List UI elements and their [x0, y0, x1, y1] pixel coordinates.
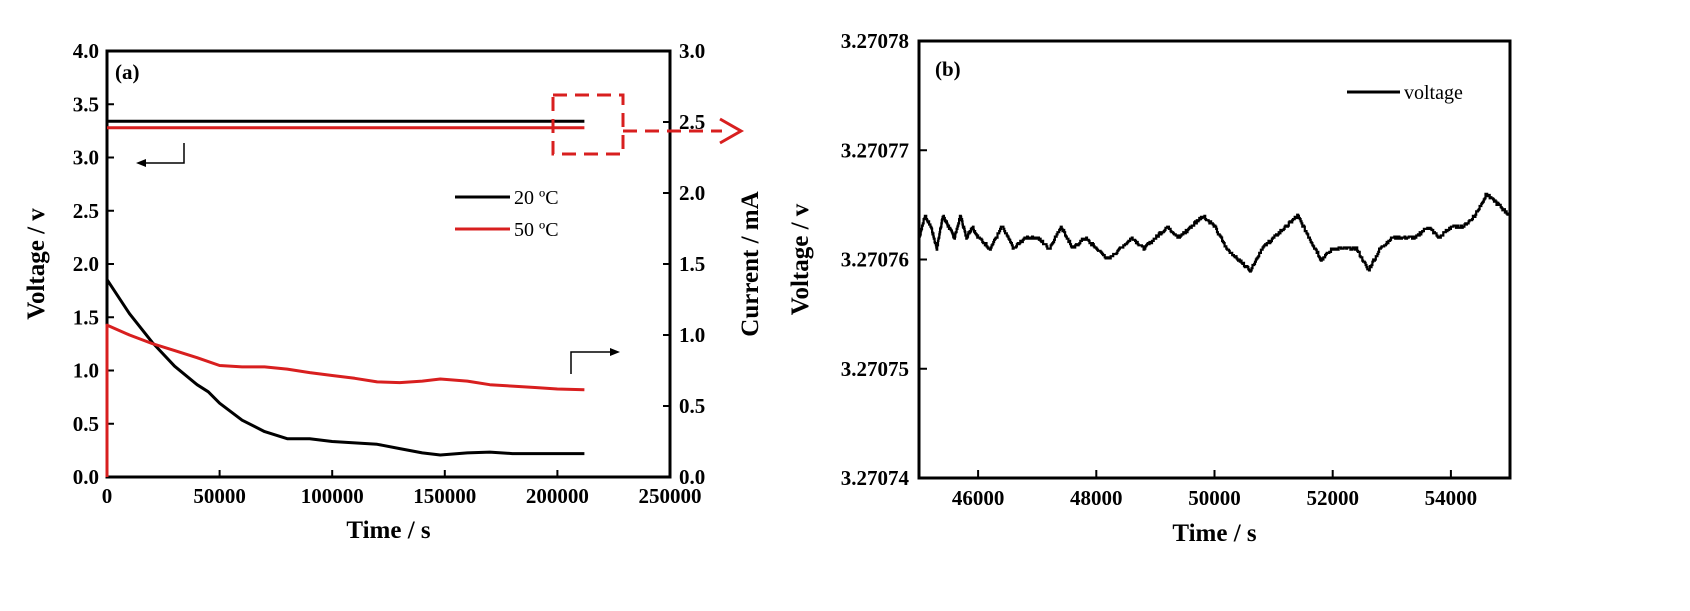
x-tick-label: 52000 [1306, 486, 1359, 510]
panel-b-plot-frame [917, 39, 1512, 480]
y-tick-label: 3.27078 [841, 29, 909, 53]
panel-a-left-y-axis-title: Voltage / v [23, 208, 50, 320]
y-right-tick-label: 0.0 [679, 465, 705, 489]
panel-b: (b) Time / s Voltage / v 46000 48000 50000… [787, 29, 1512, 547]
y-left-tick-label: 4.0 [73, 39, 99, 63]
panel-a-series [105, 119, 585, 477]
panel-a-right-y-ticks: 0.00.51.01.52.02.53.0 [663, 39, 705, 489]
x-tick-label: 46000 [952, 486, 1005, 510]
y-right-tick-label: 2.0 [679, 181, 705, 205]
x-tick-label: 50000 [193, 484, 246, 508]
panel-a-left-y-ticks: 0.0 0.5 1.0 1.5 2.0 2.5 3.0 3.5 4.0 [73, 39, 114, 489]
panel-b-y-ticks: 3.27074 3.27075 3.27076 3.27077 3.27078 [841, 29, 927, 490]
y-tick-label: 3.27076 [841, 248, 909, 272]
series-line-voltage [918, 192, 1511, 273]
y-tick-label: 3.27075 [841, 357, 909, 381]
x-tick-label: 50000 [1188, 486, 1241, 510]
panel-b-series [918, 192, 1511, 273]
y-right-tick-label: 0.5 [679, 394, 705, 418]
y-left-tick-label: 2.5 [73, 199, 99, 223]
panel-a-right-y-axis-title: Current / mA [737, 191, 764, 336]
y-left-tick-label: 0.5 [73, 412, 99, 436]
series-line-current-50c [105, 323, 585, 477]
y-left-tick-label: 2.0 [73, 252, 99, 276]
panel-a-legend: 20 ºC 50 ºC [455, 187, 559, 241]
right-axis-indicator-arrow [570, 348, 620, 374]
panel-b-y-axis-title: Voltage / v [787, 203, 814, 315]
x-tick-label: 250000 [639, 484, 702, 508]
y-tick-label: 3.27077 [841, 138, 909, 162]
y-right-tick-label: 3.0 [679, 39, 705, 63]
panel-b-label: (b) [935, 57, 961, 81]
y-tick-label: 3.27074 [841, 466, 910, 490]
x-tick-label: 48000 [1070, 486, 1123, 510]
panel-a-x-ticks: 0 50000 100000 150000 200000 250000 [102, 470, 702, 508]
legend-label-voltage: voltage [1404, 82, 1463, 104]
panel-a-plot-frame [105, 49, 672, 479]
x-tick-label: 0 [102, 484, 113, 508]
panel-a-label: (a) [115, 60, 140, 84]
x-tick-label: 54000 [1425, 486, 1478, 510]
y-left-tick-label: 1.0 [73, 359, 99, 383]
y-right-tick-label: 1.5 [679, 252, 705, 276]
panel-a: (a) Time / s Voltage / v Current / mA 0 5… [23, 39, 764, 544]
panel-a-x-axis-title: Time / s [346, 517, 431, 544]
y-right-tick-label: 1.0 [679, 323, 705, 347]
y-left-tick-label: 3.0 [73, 146, 99, 170]
zoom-box [551, 93, 625, 156]
y-left-tick-label: 0.0 [73, 465, 99, 489]
x-tick-label: 200000 [526, 484, 589, 508]
x-tick-label: 100000 [301, 484, 364, 508]
y-left-tick-label: 3.5 [73, 92, 99, 116]
zoom-callout [551, 93, 745, 156]
panel-b-x-ticks: 46000 48000 50000 52000 54000 [952, 470, 1477, 510]
series-line-current-20c [105, 278, 585, 477]
y-left-tick-label: 1.5 [73, 305, 99, 329]
panel-b-legend: voltage [1347, 82, 1463, 104]
left-axis-indicator-arrow [136, 143, 185, 167]
zoom-arrowhead [719, 117, 745, 145]
legend-label-20c: 20 ºC [514, 187, 559, 209]
x-tick-label: 150000 [413, 484, 476, 508]
panel-b-x-axis-title: Time / s [1172, 520, 1257, 547]
legend-label-50c: 50 ºC [514, 219, 559, 241]
